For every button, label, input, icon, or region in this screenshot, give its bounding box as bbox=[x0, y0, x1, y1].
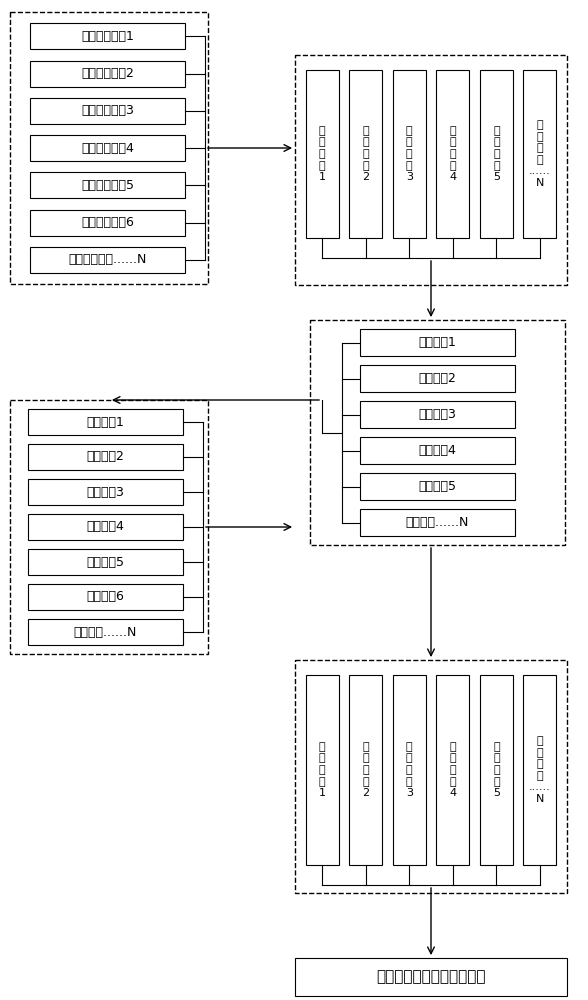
Bar bbox=[306, 675, 339, 865]
Bar bbox=[349, 675, 382, 865]
Bar bbox=[360, 365, 515, 392]
Text: 市级阵列1: 市级阵列1 bbox=[86, 416, 125, 428]
Text: 单个激光武器1: 单个激光武器1 bbox=[81, 30, 134, 43]
Text: 区级阵列5: 区级阵列5 bbox=[419, 480, 456, 493]
Bar bbox=[393, 70, 426, 238]
Text: 省
级
阵
列
1: 省 级 阵 列 1 bbox=[319, 742, 326, 798]
Text: 市级阵列4: 市级阵列4 bbox=[86, 520, 125, 534]
Bar bbox=[480, 675, 513, 865]
Bar bbox=[295, 55, 567, 285]
Text: 阵
列
单
元
5: 阵 列 单 元 5 bbox=[493, 126, 500, 182]
Bar bbox=[360, 401, 515, 428]
Text: 市级阵列......N: 市级阵列......N bbox=[74, 626, 137, 639]
Bar bbox=[28, 479, 183, 505]
Bar bbox=[436, 70, 469, 238]
Bar bbox=[393, 675, 426, 865]
Bar bbox=[360, 509, 515, 536]
Text: 单个激光武器2: 单个激光武器2 bbox=[81, 67, 134, 80]
Bar bbox=[349, 70, 382, 238]
Bar bbox=[523, 70, 556, 238]
Text: 阵
列
单
元
2: 阵 列 单 元 2 bbox=[362, 126, 369, 182]
Text: 省
级
阵
列
......
N: 省 级 阵 列 ...... N bbox=[529, 736, 551, 804]
Bar bbox=[360, 329, 515, 356]
Bar bbox=[295, 660, 567, 893]
Bar bbox=[28, 549, 183, 575]
Bar bbox=[30, 247, 185, 273]
Text: 单个激光武器......N: 单个激光武器......N bbox=[68, 253, 146, 266]
Text: 单个激光武器3: 单个激光武器3 bbox=[81, 104, 134, 117]
Bar bbox=[10, 400, 208, 654]
Bar bbox=[30, 135, 185, 161]
Bar bbox=[295, 958, 567, 996]
Bar bbox=[28, 619, 183, 645]
Text: 单个激光武器4: 单个激光武器4 bbox=[81, 141, 134, 154]
Text: 市级阵列2: 市级阵列2 bbox=[86, 450, 125, 464]
Bar bbox=[30, 172, 185, 198]
Text: 阵
列
单
元
3: 阵 列 单 元 3 bbox=[406, 126, 413, 182]
Bar bbox=[306, 70, 339, 238]
Text: 市级阵列6: 市级阵列6 bbox=[86, 590, 125, 603]
Bar bbox=[310, 320, 565, 545]
Bar bbox=[28, 409, 183, 435]
Bar bbox=[360, 437, 515, 464]
Bar bbox=[480, 70, 513, 238]
Bar bbox=[10, 12, 208, 284]
Bar bbox=[30, 98, 185, 124]
Text: 市级阵列3: 市级阵列3 bbox=[86, 486, 125, 498]
Text: 阵
列
单
元
1: 阵 列 单 元 1 bbox=[319, 126, 326, 182]
Text: 单个激光武器6: 单个激光武器6 bbox=[81, 216, 134, 229]
Text: 阵
列
单
元
......
N: 阵 列 单 元 ...... N bbox=[529, 120, 551, 188]
Bar bbox=[30, 23, 185, 49]
Bar bbox=[360, 473, 515, 500]
Text: 市级阵列5: 市级阵列5 bbox=[86, 556, 125, 568]
Bar bbox=[28, 584, 183, 610]
Text: 区级阵列4: 区级阵列4 bbox=[419, 444, 456, 457]
Bar bbox=[30, 60, 185, 87]
Text: 区级阵列......N: 区级阵列......N bbox=[406, 516, 469, 529]
Bar bbox=[30, 210, 185, 235]
Text: 区级阵列2: 区级阵列2 bbox=[419, 372, 456, 385]
Text: 国家陆基激光武器防空系统: 国家陆基激光武器防空系统 bbox=[376, 970, 486, 984]
Text: 区级阵列1: 区级阵列1 bbox=[419, 336, 456, 349]
Text: 省
级
阵
列
3: 省 级 阵 列 3 bbox=[406, 742, 413, 798]
Text: 阵
列
单
元
4: 阵 列 单 元 4 bbox=[449, 126, 456, 182]
Text: 省
级
阵
列
2: 省 级 阵 列 2 bbox=[362, 742, 369, 798]
Bar bbox=[28, 444, 183, 470]
Bar bbox=[523, 675, 556, 865]
Bar bbox=[436, 675, 469, 865]
Text: 单个激光武器5: 单个激光武器5 bbox=[81, 179, 134, 192]
Text: 区级阵列3: 区级阵列3 bbox=[419, 408, 456, 421]
Bar bbox=[28, 514, 183, 540]
Text: 省
级
阵
列
5: 省 级 阵 列 5 bbox=[493, 742, 500, 798]
Text: 省
级
阵
列
4: 省 级 阵 列 4 bbox=[449, 742, 456, 798]
